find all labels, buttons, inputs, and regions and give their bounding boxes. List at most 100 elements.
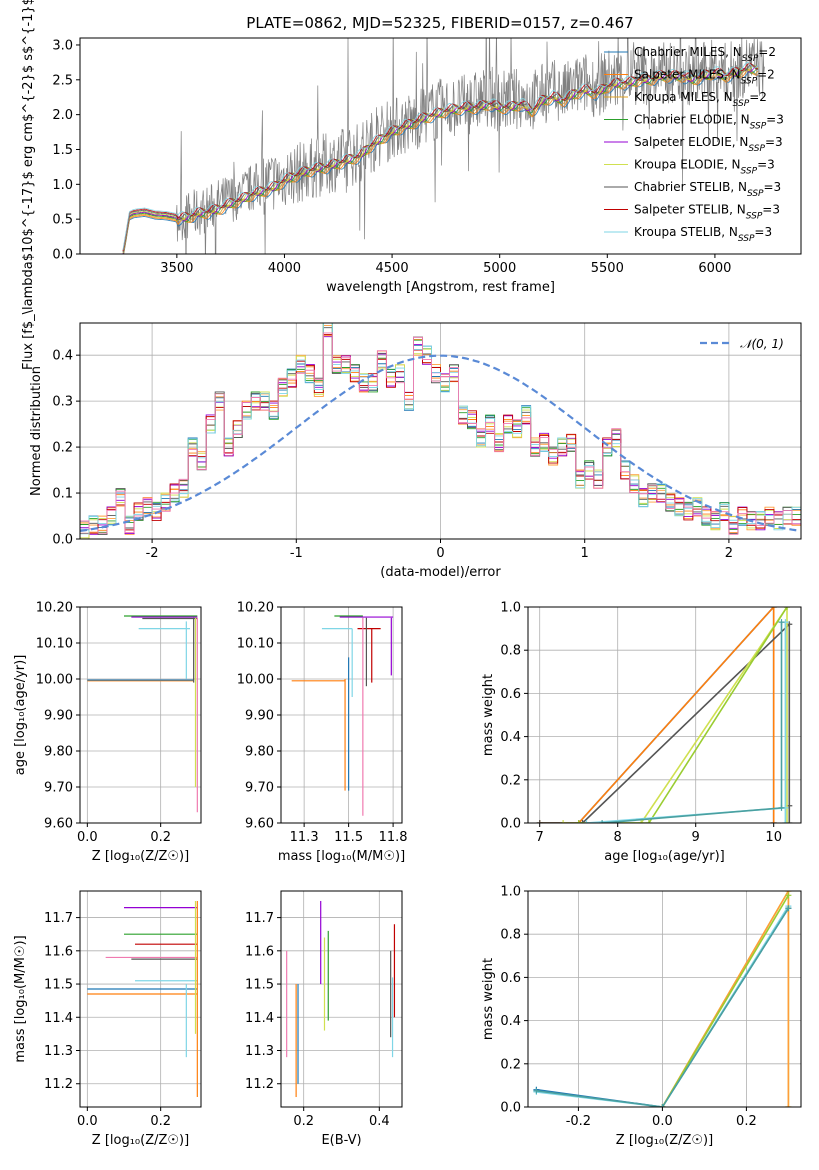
- mass-weight-marker: [536, 820, 543, 823]
- x-tick-label: 0.0: [77, 1114, 98, 1129]
- y-tick-label: 0.5: [52, 213, 73, 228]
- y-tick-label: 11.5: [245, 978, 274, 993]
- y-tick-label: 11.4: [245, 1011, 274, 1026]
- segments-plot-area: [291, 615, 394, 816]
- y-tick-label: 11.5: [44, 978, 73, 993]
- residual-histogram-panel: -2 -1 0 1 2 0.0 0.1 0.2 0.3 0.4 (data-model)/error…: [29, 322, 802, 580]
- spectrum-legend: Chabrier MILES, NSSP=2 Salpeter MILES, NS…: [604, 45, 784, 244]
- legend-entry: Kroupa ELODIE, NSSP=3: [634, 158, 775, 177]
- x-tick-label: 0.2: [293, 1114, 314, 1129]
- x-tick-label: 9: [692, 830, 700, 845]
- y-tick-label: 9.90: [44, 709, 73, 724]
- x-axis-label: age [log₁₀(age/yr)]: [604, 849, 725, 864]
- x-axis-label: Z [log₁₀(Z/Z☉)]: [92, 849, 189, 864]
- y-tick-label: 2.0: [52, 108, 73, 123]
- histogram-plot-area: [80, 323, 801, 539]
- mass-weight-marker: [783, 607, 790, 610]
- x-axis-label: (data-model)/error: [380, 565, 501, 580]
- residual-histogram-step: [80, 323, 801, 535]
- x-tick-label: 0.0: [77, 830, 98, 845]
- segments-plot-area: [87, 900, 198, 1098]
- legend-entry: Kroupa STELIB, NSSP=3: [634, 225, 772, 244]
- spectrum-plot-area: [122, 38, 765, 254]
- y-tick-label: 0.0: [52, 248, 73, 263]
- mass-weight-marker: [645, 820, 652, 823]
- y-tick-label: 0.8: [500, 928, 521, 943]
- mass-weight-vs-metallicity-panel: -0.2 0.0 0.2 0.0 0.2 0.4 0.6 0.8 1.0 Z [log₁₀(Z/Z…: [481, 885, 802, 1148]
- x-tick-label: -1: [290, 546, 303, 561]
- x-axis-label: Z [log₁₀(Z/Z☉)]: [92, 1133, 189, 1148]
- figure-title: PLATE=0862, MJD=52325, FIBERID=0157, z=0…: [246, 14, 633, 32]
- y-tick-label: 3.0: [52, 38, 73, 53]
- axes-frame: [79, 37, 802, 255]
- y-tick-label: 1.0: [52, 178, 73, 193]
- spectrum-panel: 3500 4000 4500 5000 5500 6000 0.0 0.5 1.0 1.5 2.0 2…: [21, 0, 802, 370]
- y-tick-label: 0.6: [500, 971, 521, 986]
- y-tick-label: 0.1: [52, 487, 73, 502]
- legend-entry: Chabrier STELIB, NSSP=3: [634, 180, 781, 199]
- x-tick-label: 11.5: [334, 830, 363, 845]
- x-tick-label: 0.4: [369, 1114, 390, 1129]
- y-tick-label: 9.70: [44, 781, 73, 796]
- mass-weight-marker: [782, 820, 789, 823]
- mass-weight-marker: [575, 820, 582, 823]
- mass-vs-metallicity-panel: 0.0 0.2 11.2 11.3 11.4 11.5 11.6 11.7 Z [log₁₀(Z…: [13, 890, 202, 1148]
- y-tick-label: 1.0: [500, 885, 521, 900]
- mass-weight-marker: [583, 820, 590, 823]
- y-tick-label: 9.90: [245, 709, 274, 724]
- x-tick-label: -0.2: [566, 1114, 591, 1129]
- x-tick-label: 4500: [376, 261, 409, 276]
- y-axis-label: Flux [f$_\lambda$10$^{-17}$ erg cm$^{-2}…: [21, 0, 36, 370]
- y-axis-label: Normed distribution: [29, 366, 44, 496]
- mass-weight-marker: [785, 905, 792, 912]
- mass-weight-marker: [786, 820, 793, 823]
- axes-frame: [280, 606, 403, 824]
- segments-plot-area: [87, 615, 198, 813]
- mass-weight-line: [563, 607, 788, 823]
- x-axis-label: E(B-V): [321, 1133, 361, 1148]
- x-tick-label: 11.8: [379, 830, 408, 845]
- y-tick-label: 1.5: [52, 143, 73, 158]
- y-tick-label: 1.0: [500, 601, 521, 616]
- y-axis-label: mass [log₁₀(M/M☉)]: [13, 935, 28, 1062]
- y-tick-label: 9.60: [245, 817, 274, 832]
- weights-plot-area: [536, 607, 793, 823]
- mass-weight-marker: [638, 820, 645, 823]
- y-tick-label: 2.5: [52, 73, 73, 88]
- normal-distribution-curve: [80, 354, 799, 532]
- y-tick-label: 11.7: [44, 911, 73, 926]
- age-vs-mass-panel: 11.3 11.5 11.8 9.60 9.70 9.80 9.90 10.00 10.10 10…: [237, 601, 408, 865]
- mass-weight-marker: [770, 607, 777, 610]
- x-tick-label: 0.2: [736, 1114, 757, 1129]
- y-tick-label: 0.0: [500, 817, 521, 832]
- mass-weight-marker: [778, 619, 785, 626]
- mass-weight-line: [539, 622, 791, 823]
- x-axis-label: Z [log₁₀(Z/Z☉)]: [616, 1133, 713, 1148]
- legend-entry: Salpeter STELIB, NSSP=3: [634, 203, 780, 222]
- legend-entry: Salpeter MILES, NSSP=2: [634, 68, 775, 87]
- axes-frame: [79, 890, 202, 1108]
- y-tick-label: 0.6: [500, 687, 521, 702]
- model-spectrum-line: [122, 61, 759, 250]
- axes-frame: [280, 890, 403, 1108]
- x-tick-label: 7: [536, 830, 544, 845]
- y-tick-label: 10.10: [36, 637, 73, 652]
- model-spectrum-line: [122, 64, 759, 252]
- x-tick-label: 5500: [591, 261, 624, 276]
- weights-plot-area: [533, 891, 792, 1107]
- legend-entry: Kroupa MILES, NSSP=2: [634, 90, 767, 109]
- axes-frame: [527, 890, 802, 1108]
- legend-entry: 𝒩(0, 1): [740, 337, 784, 351]
- y-tick-label: 10.20: [237, 601, 274, 616]
- legend-entry: Salpeter ELODIE, NSSP=3: [634, 135, 783, 154]
- x-tick-label: 2: [725, 546, 733, 561]
- mass-weight-line: [602, 622, 783, 823]
- x-tick-label: 5000: [483, 261, 516, 276]
- y-tick-label: 0.4: [52, 349, 73, 364]
- x-tick-label: 11.3: [290, 830, 319, 845]
- y-axis-label: age [log₁₀(age/yr)]: [13, 655, 28, 776]
- y-tick-label: 9.80: [44, 745, 73, 760]
- mass-weight-marker: [785, 1104, 792, 1107]
- x-axis-label: wavelength [Angstrom, rest frame]: [326, 280, 555, 295]
- y-tick-label: 0.3: [52, 395, 73, 410]
